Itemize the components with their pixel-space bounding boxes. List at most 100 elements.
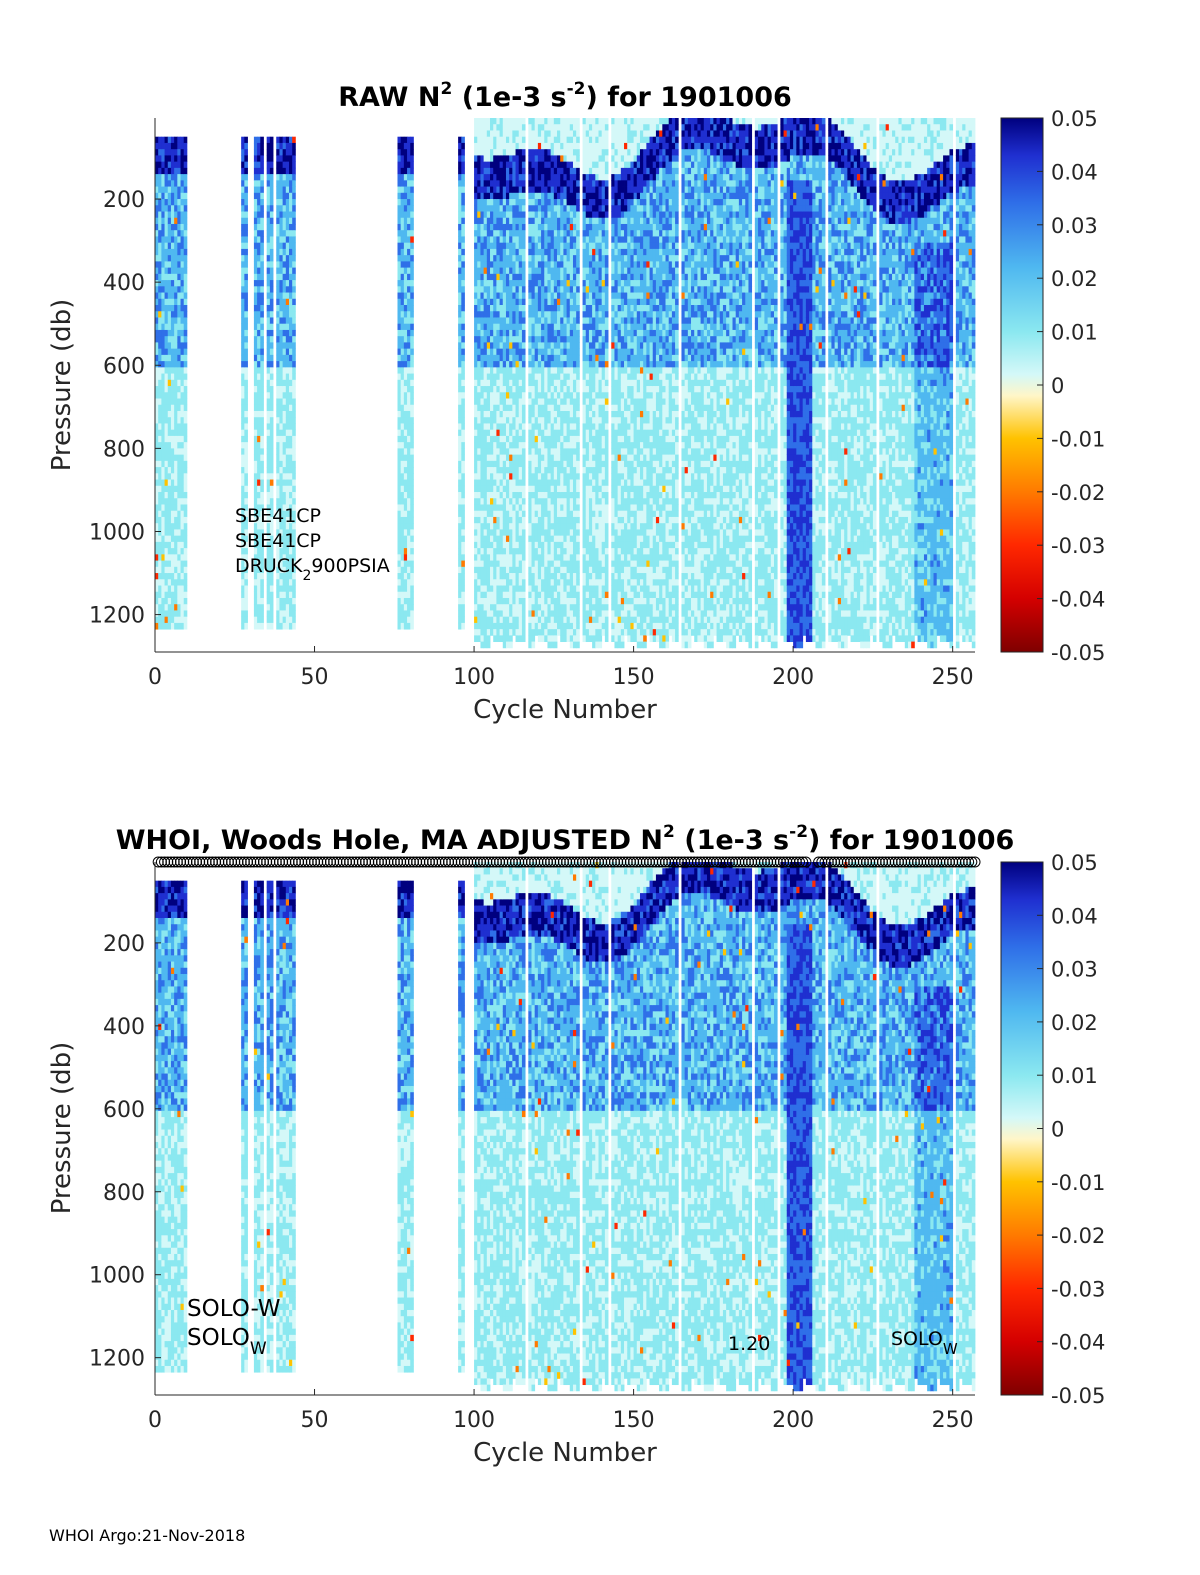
heatmap-cell	[401, 442, 405, 449]
heatmap-cell	[407, 436, 411, 443]
heatmap-cell	[563, 311, 567, 318]
heatmap-cell	[267, 610, 271, 617]
heatmap-cell	[512, 517, 516, 524]
heatmap-cell	[503, 361, 507, 368]
heatmap-cell	[289, 143, 293, 150]
heatmap-cell	[551, 224, 555, 231]
heatmap-cell	[165, 405, 169, 412]
heatmap-cell	[487, 542, 491, 549]
heatmap-cell	[171, 268, 175, 275]
heatmap-cell	[487, 180, 491, 187]
heatmap-cell	[506, 586, 510, 593]
heatmap-cell	[458, 417, 462, 424]
heatmap-cell	[490, 311, 494, 318]
heatmap-cell	[276, 299, 280, 306]
heatmap-cell	[461, 548, 465, 555]
heatmap-cell	[500, 149, 504, 156]
heatmap-cell	[155, 411, 159, 418]
heatmap-cell	[461, 592, 465, 599]
heatmap-cell	[493, 473, 497, 480]
heatmap-cell	[500, 361, 504, 368]
heatmap-cell	[279, 623, 283, 630]
heatmap-cell	[407, 374, 411, 381]
heatmap-cell	[410, 180, 414, 187]
heatmap-cell	[557, 461, 561, 468]
heatmap-cell	[177, 137, 181, 144]
heatmap-cell	[538, 218, 542, 225]
heatmap-cell	[538, 392, 542, 399]
heatmap-cell	[493, 230, 497, 237]
heatmap-cell	[522, 255, 526, 262]
heatmap-cell	[570, 205, 574, 212]
heatmap-cell	[490, 523, 494, 530]
heatmap-cell	[560, 411, 564, 418]
heatmap-cell	[270, 355, 274, 362]
heatmap-cell	[407, 180, 411, 187]
heatmap-cell	[292, 305, 296, 312]
heatmap-cell	[260, 330, 264, 337]
heatmap-cell	[286, 455, 290, 462]
heatmap-cell	[279, 286, 283, 293]
heatmap-cell	[500, 230, 504, 237]
heatmap-cell	[516, 361, 520, 368]
heatmap-cell	[458, 243, 462, 250]
heatmap-cell	[397, 536, 401, 543]
heatmap-cell	[535, 448, 539, 455]
heatmap-cell	[289, 436, 293, 443]
heatmap-cell	[254, 461, 258, 468]
heatmap-cell	[487, 143, 491, 150]
heatmap-cell	[158, 336, 162, 343]
heatmap-cell	[458, 492, 462, 499]
heatmap-cell	[168, 274, 172, 281]
heatmap-cell	[410, 324, 414, 331]
heatmap-cell	[496, 293, 500, 300]
heatmap-cell	[503, 193, 507, 200]
heatmap-cell	[241, 617, 245, 624]
heatmap-cell	[286, 586, 290, 593]
heatmap-cell	[165, 155, 169, 162]
heatmap-cell	[506, 212, 510, 219]
heatmap-cell	[458, 286, 462, 293]
heatmap-cell	[474, 317, 478, 324]
heatmap-cell	[171, 293, 175, 300]
heatmap-cell	[458, 573, 462, 580]
heatmap-cell	[177, 199, 181, 206]
heatmap-cell	[477, 367, 481, 374]
heatmap-cell	[535, 417, 539, 424]
heatmap-cell	[286, 205, 290, 212]
heatmap-cell	[267, 280, 271, 287]
heatmap-cell	[480, 455, 484, 462]
heatmap-cell	[560, 536, 564, 543]
heatmap-cell	[161, 492, 165, 499]
heatmap-cell	[283, 405, 287, 412]
heatmap-cell	[276, 423, 280, 430]
heatmap-cell	[496, 486, 500, 493]
heatmap-cell	[165, 137, 169, 144]
heatmap-cell	[480, 311, 484, 318]
heatmap-cell	[165, 212, 169, 219]
heatmap-cell	[490, 529, 494, 536]
heatmap-cell	[177, 187, 181, 194]
heatmap-cell	[477, 635, 481, 642]
heatmap-cell	[544, 417, 548, 424]
heatmap-cell	[477, 523, 481, 530]
heatmap-cell	[168, 367, 172, 374]
heatmap-cell	[496, 523, 500, 530]
heatmap-cell	[401, 592, 405, 599]
heatmap-cell	[244, 417, 248, 424]
heatmap-cell	[567, 193, 571, 200]
heatmap-cell	[519, 411, 523, 418]
heatmap-cell	[244, 187, 248, 194]
heatmap-cell	[541, 592, 545, 599]
heatmap-cell	[512, 243, 516, 250]
heatmap-cell	[171, 280, 175, 287]
heatmap-cell	[570, 392, 574, 399]
heatmap-cell	[519, 392, 523, 399]
heatmap-cell	[551, 305, 555, 312]
heatmap-cell	[168, 249, 172, 256]
heatmap-cell	[276, 224, 280, 231]
heatmap-cell	[171, 349, 175, 356]
heatmap-cell	[289, 199, 293, 206]
heatmap-cell	[241, 224, 245, 231]
heatmap-cell	[509, 374, 513, 381]
